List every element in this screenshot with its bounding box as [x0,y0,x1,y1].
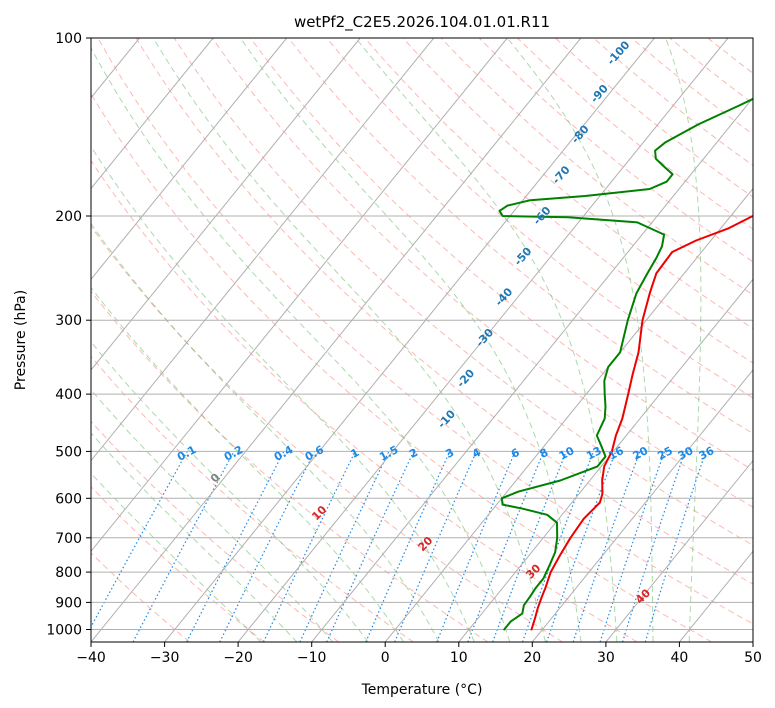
mixing-ratio-line [91,451,188,629]
mixing-ratio-line [132,451,235,642]
isotherm-line [752,641,753,642]
x-tick-label: 40 [670,650,688,666]
mixing-ratio-line [599,451,666,642]
moist-adiabat-line [152,38,546,642]
temperature-line [530,214,753,631]
x-tick-label: −30 [150,650,180,666]
isotherm-line [384,187,753,642]
mixing-ratio-line [644,451,707,642]
moist-adiabat-line [665,38,702,642]
x-tick-label: 20 [523,650,541,666]
x-tick-label: 30 [597,650,615,666]
mixing-ratio-label: 30 [676,444,696,463]
dry-adiabat-line [91,159,638,642]
isotherm-line [91,38,435,462]
axes: −40 −30 −20 −10 0 10 20 30 40 50 100 200 300 400 500 60… [46,31,762,666]
isotherm-line [531,369,753,642]
dry-adiabat-line [211,38,753,508]
dry-adiabat-line [91,92,712,642]
y-axis-label: Pressure (hPa) [13,290,29,390]
x-tick-label: 0 [381,650,390,666]
x-tick-label: −20 [223,650,253,666]
moist-adiabat-line [91,145,475,642]
dry-adiabat-line [97,38,753,625]
moist-adiabat-line [91,286,405,642]
y-tick-label: 1000 [46,623,82,639]
mixing-ratio-line [521,451,595,642]
dry-adiabat-line [91,355,414,642]
moist-adiabat-line [91,341,369,642]
isotherm-line [91,38,214,190]
dry-adiabat-line [249,38,753,471]
profile-series [498,97,753,631]
isotherm-line [311,97,753,642]
y-tick-label: 800 [55,565,82,581]
mixing-ratio-label: 16 [606,444,626,463]
mixing-ratio-line [436,451,516,642]
x-tick-label: 50 [744,650,762,666]
mixing-ratio-label: 10 [557,444,577,463]
isotherm-line [164,38,655,642]
y-tick-label: 100 [55,31,82,47]
mixing-ratio-line [186,451,285,642]
y-tick-label: 300 [55,313,82,329]
mixing-ratio-line [467,451,545,642]
moist-adiabat-line [239,38,582,642]
dry-adiabat-line [326,38,753,399]
grid-lines [0,38,753,642]
plot-frame [90,37,754,643]
mixing-ratio-label: 20 [631,444,651,463]
mixing-ratio-label: 13 [584,444,604,463]
plot-background [91,38,753,642]
y-tick-label: 500 [55,444,82,460]
isotherm-line [458,278,753,642]
dry-adiabat-line [91,420,340,642]
dry-adiabat-line [91,225,563,642]
moist-adiabat-line [506,38,654,642]
mixing-ratio-line [492,451,567,642]
isotherm-line [0,38,66,642]
mixing-ratio-line [572,451,641,642]
dry-adiabat-line [288,38,753,435]
isotherm-line [91,38,361,371]
isotherm-line [237,38,729,642]
isotherm-line [91,38,288,281]
mixing-ratio-line [219,451,316,642]
moist-adiabat-line [91,46,511,642]
dry-adiabat-line [91,552,190,642]
mixing-ratio-label: 25 [655,444,675,463]
reference-curves [91,38,753,642]
dry-adiabat-line [135,38,753,585]
dry-adiabat-line [91,290,489,642]
isotherm-line [91,38,582,642]
y-tick-label: 600 [55,491,82,507]
x-tick-label: 10 [450,650,468,666]
y-tick-label: 900 [55,595,82,611]
isotherm-line [605,459,753,642]
y-tick-label: 400 [55,387,82,403]
chart-title: wetPf2_C2E5.2026.104.01.01.R11 [294,13,550,32]
moist-adiabat-line [91,222,440,642]
y-tick-label: 200 [55,209,82,225]
moist-adiabat-line [91,472,262,642]
dry-adiabat-line [440,38,753,296]
isotherm-line [91,38,508,553]
y-tick-label: 700 [55,531,82,547]
x-tick-label: −40 [76,650,106,666]
dewpoint-line [498,97,753,631]
mixing-ratio-line [622,451,686,642]
mixing-ratio-line [546,451,617,642]
mixing-ratio-label: 36 [697,444,717,463]
x-axis-label: Temperature (°C) [361,682,483,698]
x-tick-label: −10 [297,650,327,666]
mixing-ratio-line [365,451,451,642]
